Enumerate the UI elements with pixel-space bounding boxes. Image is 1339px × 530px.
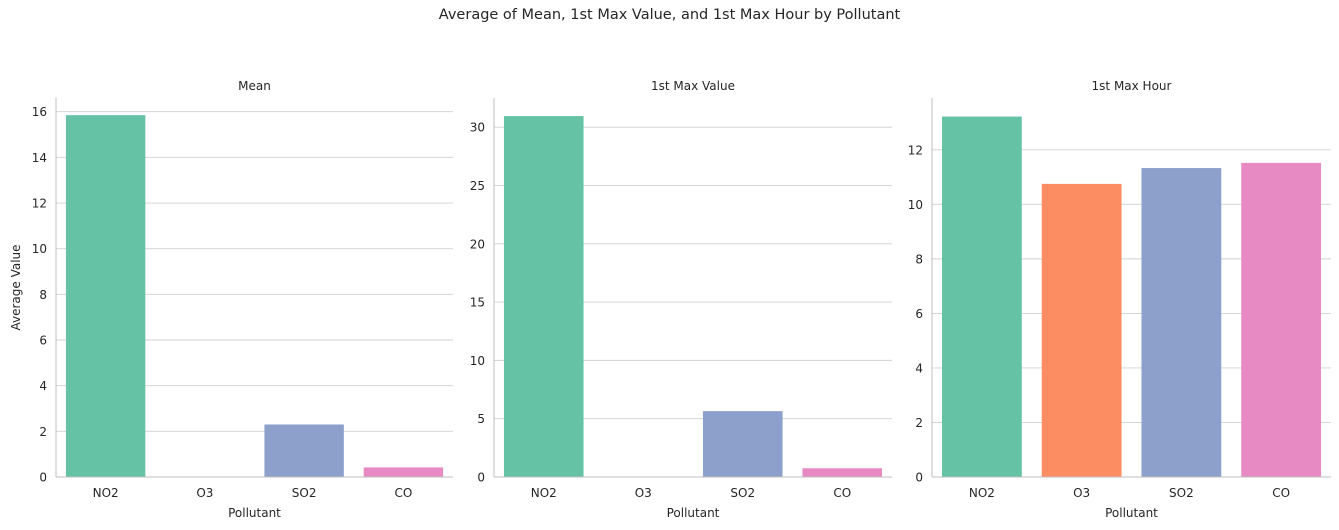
y-tick-label: 8 xyxy=(915,252,923,266)
y-tick-label: 2 xyxy=(915,416,923,430)
x-tick-label: SO2 xyxy=(1169,486,1194,500)
bar-no2 xyxy=(503,116,584,478)
chart-panel-2: NO2 O3 SO2 CO 0 5 10 15 20 25 30 1st Max Value Pollu… xyxy=(470,79,892,520)
figure-title: Average of Mean, 1st Max Value, and 1st … xyxy=(438,7,901,23)
y-tick-label: 30 xyxy=(470,121,485,135)
y-tick-label: 0 xyxy=(39,471,47,485)
y-tick-label: 4 xyxy=(39,379,47,393)
bar-no2 xyxy=(941,116,1022,477)
panel-title: Mean xyxy=(238,79,271,93)
x-tick-label: O3 xyxy=(635,486,652,500)
x-tick-label: NO2 xyxy=(531,486,557,500)
x-tick-label: CO xyxy=(1272,486,1290,500)
y-tick-label: 0 xyxy=(477,471,485,485)
x-tick-label: CO xyxy=(833,486,851,500)
panel-title: 1st Max Value xyxy=(651,79,735,93)
y-tick-label: 14 xyxy=(32,151,47,165)
x-tick-label: O3 xyxy=(196,486,213,500)
bar-so2 xyxy=(702,411,783,477)
bar-co xyxy=(363,467,444,477)
y-tick-label: 0 xyxy=(915,471,923,485)
y-axis-label: Average Value xyxy=(9,244,23,330)
y-tick-label: 12 xyxy=(908,143,923,157)
y-tick-label: 2 xyxy=(39,425,47,439)
bar-so2 xyxy=(1141,168,1222,477)
y-tick-label: 4 xyxy=(915,361,923,375)
y-tick-label: 20 xyxy=(470,237,485,251)
x-axis-label: Pollutant xyxy=(1105,506,1158,520)
bar-co xyxy=(802,468,883,477)
y-tick-label: 5 xyxy=(477,412,485,426)
panel-title: 1st Max Hour xyxy=(1092,79,1172,93)
bar-co xyxy=(1241,162,1322,477)
x-tick-label: SO2 xyxy=(730,486,755,500)
y-tick-label: 12 xyxy=(32,197,47,211)
bar-so2 xyxy=(264,424,344,477)
y-tick-label: 10 xyxy=(32,242,47,256)
chart-panel-1: NO2 O3 SO2 CO 0 2 4 6 8 10 12 14 16 Mean Pollutant Aver… xyxy=(9,79,453,520)
x-tick-label: O3 xyxy=(1073,486,1090,500)
x-tick-label: NO2 xyxy=(93,486,119,500)
x-tick-label: NO2 xyxy=(969,486,995,500)
x-axis-label: Pollutant xyxy=(228,506,281,520)
y-tick-label: 15 xyxy=(470,296,485,310)
y-tick-label: 8 xyxy=(39,288,47,302)
bar-no2 xyxy=(65,115,146,477)
bar-o3 xyxy=(1041,183,1122,477)
y-tick-label: 16 xyxy=(32,105,47,119)
x-tick-label: SO2 xyxy=(292,486,317,500)
x-axis-label: Pollutant xyxy=(667,506,720,520)
y-tick-label: 10 xyxy=(908,198,923,212)
x-tick-label: CO xyxy=(394,486,412,500)
y-tick-label: 6 xyxy=(39,334,47,348)
y-tick-label: 25 xyxy=(470,179,485,193)
chart-panel-3: NO2 O3 SO2 CO 0 2 4 6 8 10 12 1st Max Hour Pollutant xyxy=(908,79,1331,520)
y-tick-label: 10 xyxy=(470,354,485,368)
y-tick-label: 6 xyxy=(915,307,923,321)
